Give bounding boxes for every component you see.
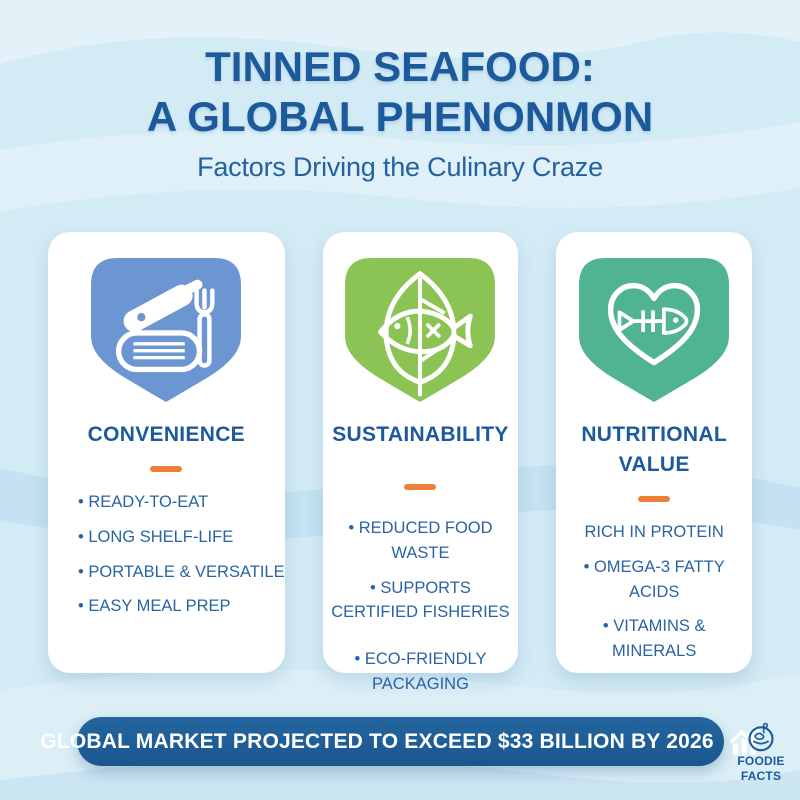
list-item: • PORTABLE & VERSATILE (78, 562, 285, 581)
orange-divider (638, 496, 671, 502)
feature-list: • READY-TO-EAT • LONG SHELF-LIFE • PORTA… (48, 490, 285, 629)
tin-can-fork-icon (91, 258, 242, 402)
leaf-fish-icon (345, 258, 496, 402)
list-item: • SUPPORTS CERTIFIED FISHERIES (331, 578, 510, 622)
orange-divider (150, 466, 183, 472)
logo-text-line2: FACTS (740, 769, 782, 783)
page-title-line2: A GLOBAL PHENONMON (146, 93, 654, 140)
list-item: • VITAMINS & MINERALS (602, 617, 706, 660)
market-projection-banner: GLOBAL MARKET PROJECTED TO EXCEED $33 BI… (40, 717, 760, 766)
list-item: • OMEGA-3 FATTY ACIDS (583, 557, 725, 601)
banner-text: GLOBAL MARKET PROJECTED TO EXCEED $33 BI… (40, 729, 714, 753)
list-item: RICH IN PROTEIN (584, 523, 724, 541)
foodie-facts-logo: FOODIE FACTS (731, 721, 791, 783)
feature-list: RICH IN PROTEIN • OMEGA-3 FATTY ACIDS • … (556, 520, 752, 674)
page-subtitle: Factors Driving the Culinary Craze (197, 152, 603, 182)
card-title: SUSTAINABILITY (332, 423, 509, 446)
feature-list: • REDUCED FOOD WASTE • SUPPORTS CERTIFIE… (323, 516, 519, 707)
list-item: • EASY MEAL PREP (78, 597, 231, 616)
card-title: NUTRITIONAL VALUE (581, 423, 727, 476)
logo-text-line1: FOODIE (737, 754, 785, 768)
list-item: • LONG SHELF-LIFE (78, 527, 234, 546)
foodie-facts-icon (748, 722, 774, 752)
header: TINNED SEAFOOD: A GLOBAL PHENONMON Facto… (0, 42, 800, 183)
card-convenience: CONVENIENCE • READY-TO-EAT • LONG SHELF-… (48, 232, 285, 673)
list-item: • READY-TO-EAT (78, 493, 209, 511)
list-item: • REDUCED FOOD WASTE (348, 519, 493, 562)
cards-row: CONVENIENCE • READY-TO-EAT • LONG SHELF-… (48, 232, 753, 693)
page-title-line1: TINNED SEAFOOD: (205, 43, 595, 90)
heart-fishbone-icon (579, 258, 730, 402)
badge-shape (91, 258, 242, 402)
orange-divider (404, 484, 437, 490)
card-sustainability: SUSTAINABILITY • REDUCED FOOD WASTE • SU… (322, 232, 519, 693)
card-nutritional-value: NUTRITIONAL VALUE RICH IN PROTEIN • OMEG… (556, 232, 753, 674)
card-title: CONVENIENCE (87, 423, 245, 446)
list-item: • ECO-FRIENDLY PACKAGING (354, 650, 487, 693)
